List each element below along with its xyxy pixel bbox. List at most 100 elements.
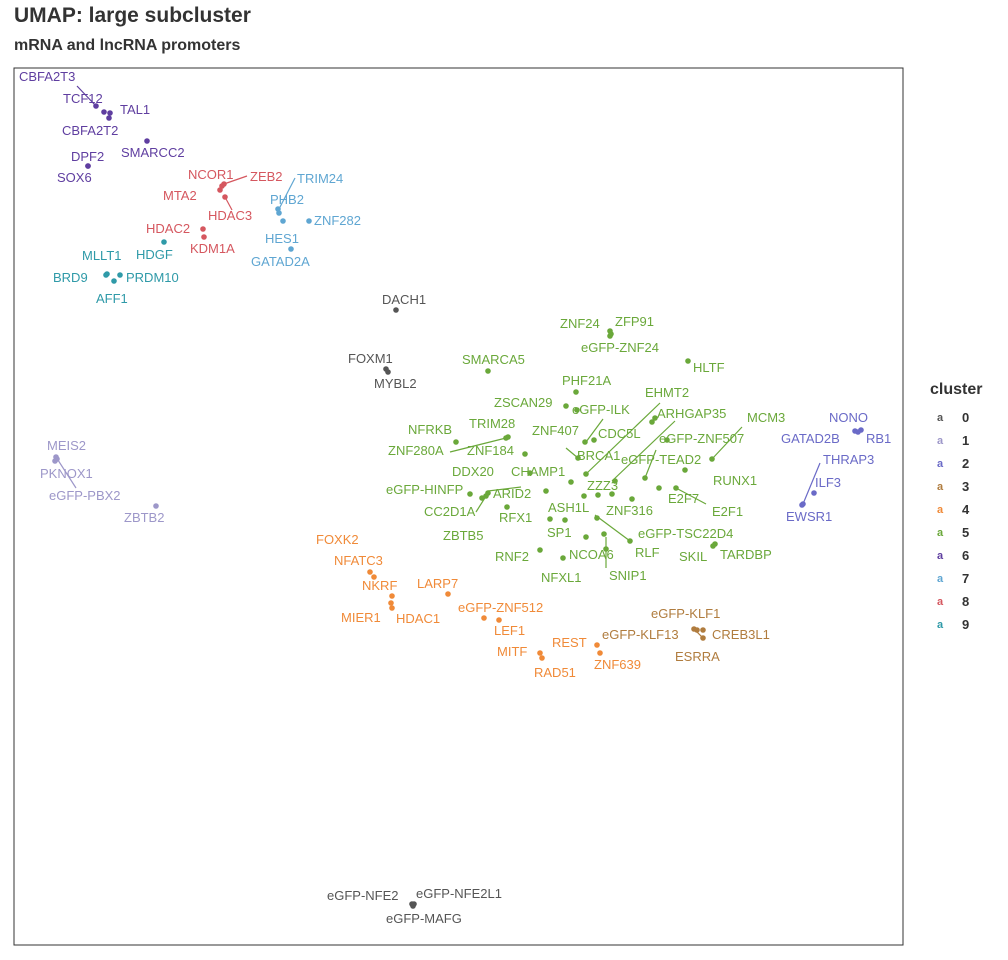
point-label: BRCA1 <box>577 448 620 463</box>
point-label: EWSR1 <box>786 509 832 524</box>
point-label: TAL1 <box>120 102 150 117</box>
data-point: SKIL <box>710 543 716 549</box>
data-point: extra1 <box>583 471 589 477</box>
data-point: eGFP-PBX2 <box>54 456 60 462</box>
point-label: SMARCC2 <box>121 145 185 160</box>
point-label: MTA2 <box>163 188 197 203</box>
leader-line <box>644 449 657 479</box>
data-point: NFATC3 <box>371 574 377 580</box>
data-point: RAD51 <box>539 655 545 661</box>
point-label: RB1 <box>866 431 891 446</box>
point-label: FOXM1 <box>348 351 393 366</box>
leader-line <box>585 402 661 475</box>
point-label: ZNF24 <box>560 316 600 331</box>
data-point: E2F1 <box>673 485 679 491</box>
point-label: DPF2 <box>71 149 104 164</box>
point-label: HES1 <box>265 231 299 246</box>
point-label: eGFP-KLF13 <box>602 627 679 642</box>
point-label: E2F1 <box>712 504 743 519</box>
legend-label: 3 <box>962 479 969 494</box>
data-point: extra5 <box>562 517 568 523</box>
point-label: REST <box>552 635 587 650</box>
data-point: SNIP1 <box>603 546 609 552</box>
leader-line <box>487 486 522 492</box>
data-point: HDAC1 <box>389 605 395 611</box>
point-label: ZZZ3 <box>587 478 618 493</box>
legend-label: 5 <box>962 525 969 540</box>
point-label: TRIM24 <box>297 171 343 186</box>
point-label: TRIM28 <box>469 416 515 431</box>
point-label: eGFP-NFE2 <box>327 888 399 903</box>
point-label: RLF <box>635 545 660 560</box>
point-label: MLLT1 <box>82 248 122 263</box>
data-point: eGFP-ZNF512 <box>481 615 487 621</box>
legend-label: 0 <box>962 410 969 425</box>
point-label: eGFP-KLF1 <box>651 606 720 621</box>
data-point: EWSR1 <box>799 502 805 508</box>
data-point: eGFP-KLF13 <box>694 627 700 633</box>
data-point: CC2D1A <box>467 491 473 497</box>
point-label: NFATC3 <box>334 553 383 568</box>
data-point: CREB3L1 <box>700 627 706 633</box>
data-point: eGFP-TEAD2 <box>642 475 648 481</box>
data-point: ESRRA <box>700 635 706 641</box>
leader-line <box>611 420 676 482</box>
data-point: E2F7 <box>656 485 662 491</box>
legend-key: a <box>937 481 944 493</box>
data-point: KDM1A <box>201 234 207 240</box>
point-label: eGFP-TEAD2 <box>621 452 701 467</box>
data-point: ZEB2 <box>221 181 227 187</box>
data-point: ARHGAP35 <box>652 415 658 421</box>
data-point: GATAD2B <box>855 429 861 435</box>
point-label: SMARCA5 <box>462 352 525 367</box>
data-point: ZBTB5 <box>479 495 485 501</box>
data-point: eGFP-TSC22D4 <box>627 538 633 544</box>
point-label: RAD51 <box>534 665 576 680</box>
legend-label: 7 <box>962 571 969 586</box>
point-label: PHF21A <box>562 373 611 388</box>
data-point: PRDM10 <box>117 272 123 278</box>
point-label: RNF2 <box>495 549 529 564</box>
leader-line <box>594 514 631 542</box>
point-label: ZNF184 <box>467 443 514 458</box>
point-label: NCOA6 <box>569 547 614 562</box>
legend: cluster a 0a 1a 2a 3a 4a 5a 6a 7a 8a 9 <box>930 381 982 632</box>
point-label: eGFP-ZNF507 <box>659 431 744 446</box>
leader-line <box>76 85 97 107</box>
data-point: RNF2 <box>537 547 543 553</box>
point-label: MCM3 <box>747 410 785 425</box>
point-label: LEF1 <box>494 623 525 638</box>
point-label: ZNF280A <box>388 443 444 458</box>
legend-label: 4 <box>962 502 970 517</box>
point-label: PRDM10 <box>126 270 179 285</box>
legend-key: a <box>937 435 944 447</box>
data-point: NFXL1 <box>560 555 566 561</box>
data-point: HDAC2 <box>200 226 206 232</box>
data-point: CDC5L <box>591 437 597 443</box>
point-label: eGFP-TSC22D4 <box>638 526 733 541</box>
leader-line <box>585 418 604 443</box>
data-point: NFRKB <box>453 439 459 445</box>
data-point: EHMT2 <box>649 419 655 425</box>
point-label: PKNOX1 <box>40 466 93 481</box>
data-point: RUNX1 <box>682 467 688 473</box>
point-label: HDGF <box>136 247 173 262</box>
point-label: THRAP3 <box>823 452 874 467</box>
data-point: HDAC3 <box>222 194 228 200</box>
point-label: SNIP1 <box>609 568 647 583</box>
data-point: GATAD2A <box>288 246 294 252</box>
point-label: ESRRA <box>675 649 720 664</box>
data-point: RLF <box>601 531 607 537</box>
point-label: RFX1 <box>499 510 532 525</box>
point-label: SKIL <box>679 549 707 564</box>
data-point: MTA2 <box>217 187 223 193</box>
point-label: HDAC2 <box>146 221 190 236</box>
data-point: CHAMP1 <box>543 488 549 494</box>
point-label: NKRF <box>362 578 397 593</box>
data-point: eGFP-ILK <box>574 407 580 413</box>
point-label: TARDBP <box>720 547 772 562</box>
